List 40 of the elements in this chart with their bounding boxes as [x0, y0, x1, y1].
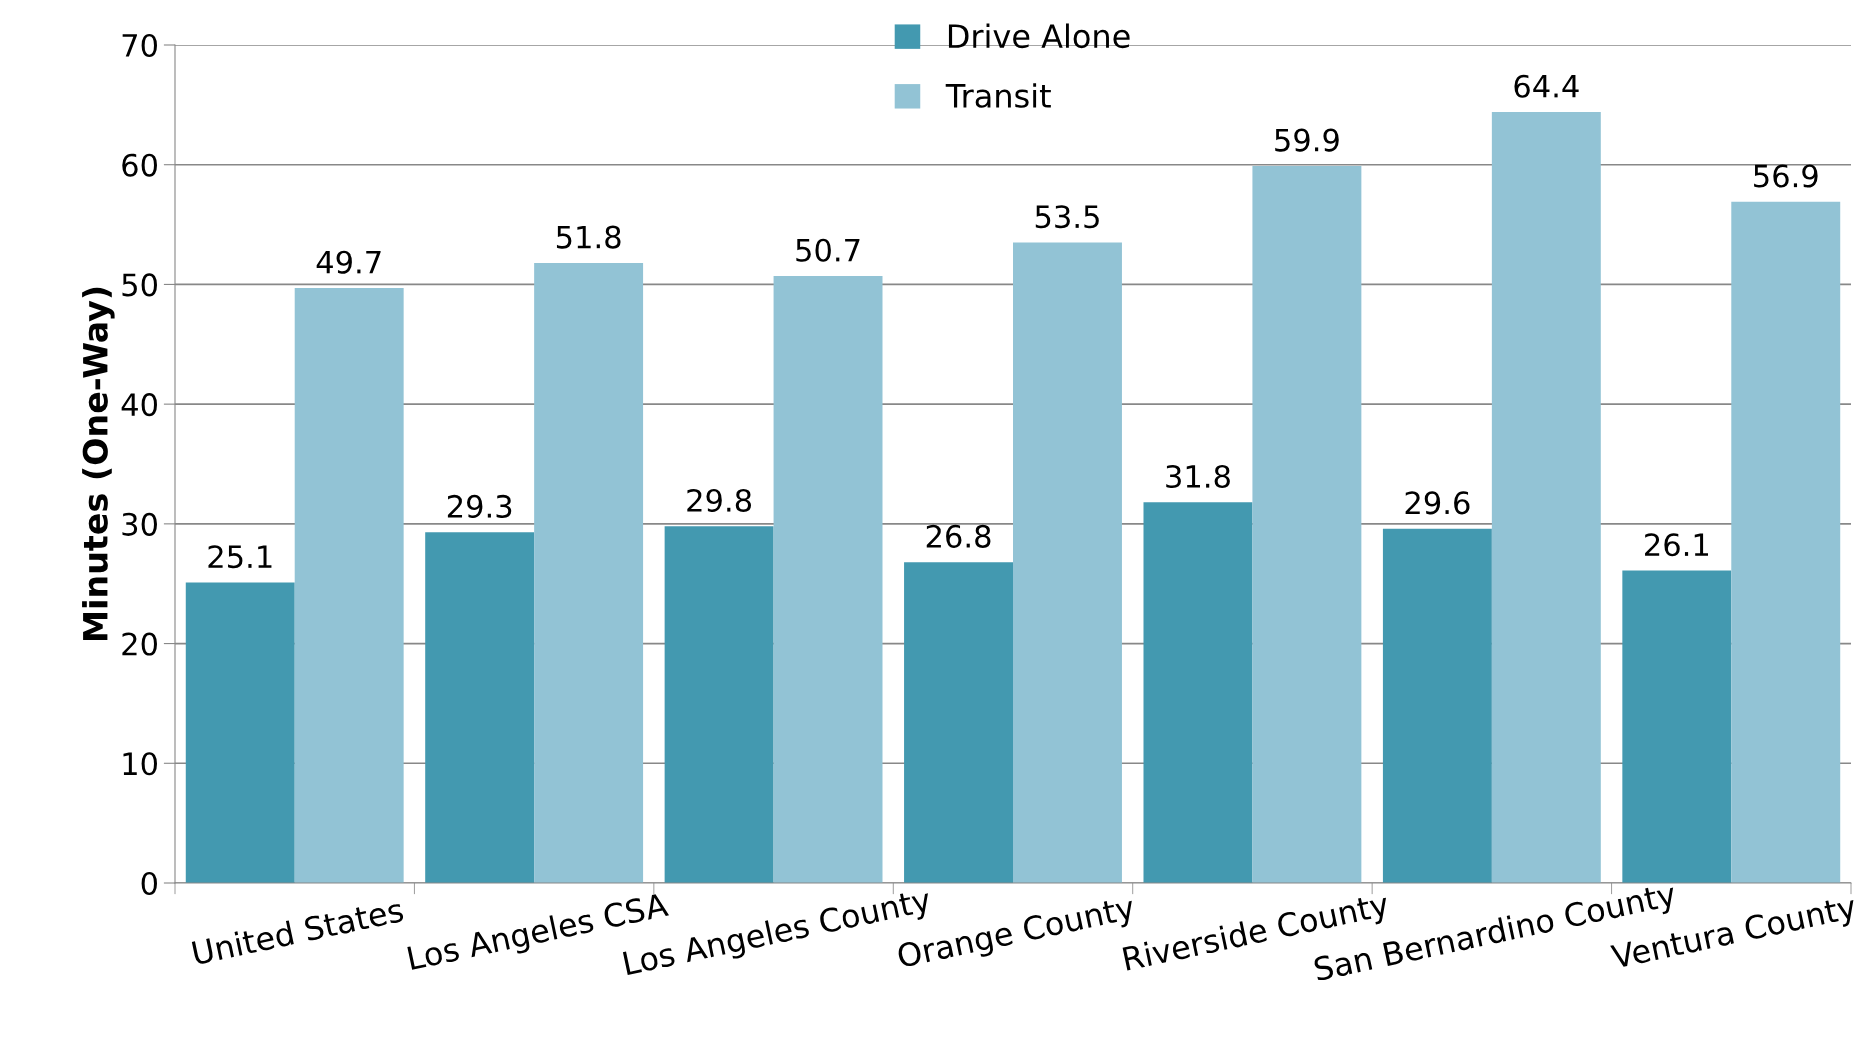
y-tick-label: 30 [122, 512, 157, 536]
x-tick-label: United States [191, 896, 405, 966]
y-tick-label: 50 [122, 273, 157, 297]
data-label: 56.9 [1754, 164, 1818, 188]
bar [1143, 502, 1253, 883]
bar [1622, 570, 1732, 883]
bar [1491, 112, 1601, 883]
data-label: 49.7 [316, 250, 381, 274]
data-label: 26.8 [926, 524, 991, 548]
data-label: 29.8 [687, 488, 752, 512]
bar [1013, 242, 1122, 883]
bar [294, 288, 404, 883]
legend-label: Drive Alone [948, 23, 1130, 49]
bar [1382, 528, 1492, 883]
data-label: 59.9 [1275, 128, 1339, 152]
bar [425, 532, 535, 883]
bar [185, 582, 295, 883]
y-tick-label: 40 [121, 393, 157, 417]
data-label: 26.1 [1645, 533, 1709, 557]
data-label: 31.8 [1166, 464, 1230, 489]
data-label: 29.6 [1405, 491, 1470, 515]
data-label: 50.7 [796, 238, 860, 262]
data-label: 25.1 [208, 545, 272, 569]
data-label: 53.5 [1035, 205, 1099, 229]
bar [1252, 165, 1362, 883]
data-label: 29.3 [447, 494, 512, 518]
bar [664, 526, 774, 883]
y-tick-label: 20 [122, 632, 157, 656]
y-tick-label: 10 [123, 752, 157, 776]
bar [1731, 201, 1841, 883]
legend-label: Transit [945, 83, 1051, 108]
data-label: 64.4 [1514, 74, 1579, 98]
data-label: 51.8 [556, 225, 621, 249]
y-axis-title: Minutes (One-Way) [82, 287, 115, 641]
bar [904, 562, 1013, 883]
y-tick-label: 70 [122, 33, 157, 58]
bar [534, 262, 644, 883]
bar [773, 276, 883, 883]
y-tick-label: 60 [122, 153, 157, 177]
y-tick-label: 0 [141, 871, 157, 896]
